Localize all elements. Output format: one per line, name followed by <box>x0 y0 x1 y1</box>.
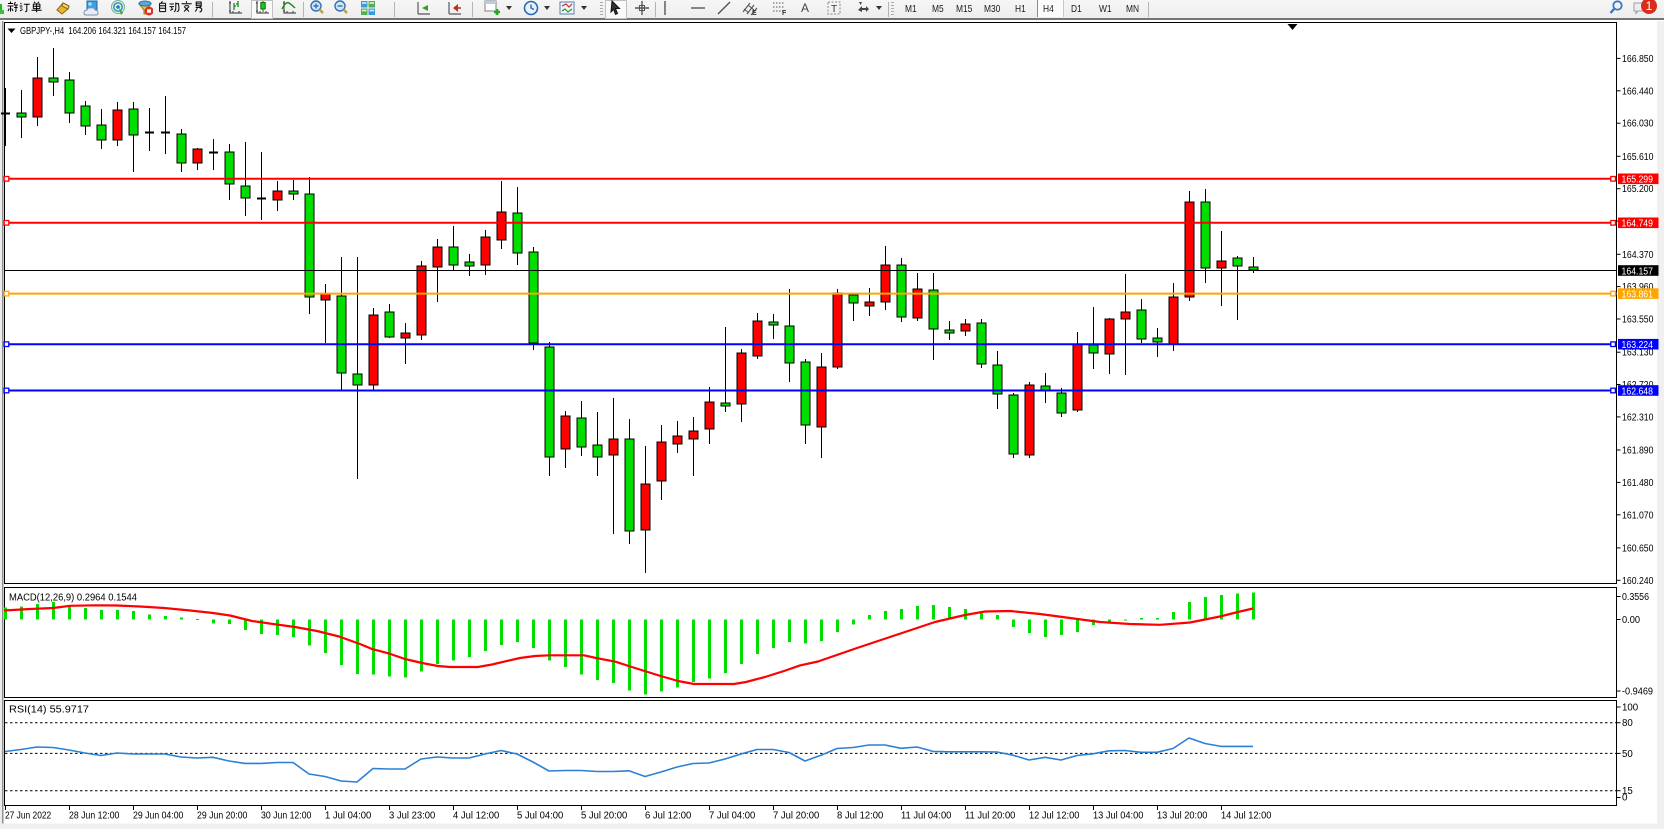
svg-text:11 Jul 20:00: 11 Jul 20:00 <box>965 811 1016 822</box>
svg-text:28 Jun 12:00: 28 Jun 12:00 <box>69 811 120 822</box>
svg-text:5 Jul 04:00: 5 Jul 04:00 <box>517 811 564 822</box>
svg-text:13 Jul 20:00: 13 Jul 20:00 <box>1157 811 1208 822</box>
svg-text:29 Jun 20:00: 29 Jun 20:00 <box>197 811 248 822</box>
svg-text:166.850: 166.850 <box>1622 54 1654 65</box>
svg-text:165.200: 165.200 <box>1622 184 1654 195</box>
svg-text:14 Jul 12:00: 14 Jul 12:00 <box>1221 811 1272 822</box>
svg-text:164.749: 164.749 <box>1622 219 1654 230</box>
svg-text:12 Jul 12:00: 12 Jul 12:00 <box>1029 811 1080 822</box>
svg-text:GBPJPY-,H4 164.206 164.321 16: GBPJPY-,H4 164.206 164.321 164.157 164.1… <box>20 26 186 37</box>
svg-text:15: 15 <box>1622 786 1633 797</box>
svg-text:0.3556: 0.3556 <box>1622 592 1649 603</box>
svg-text:161.070: 161.070 <box>1622 510 1654 521</box>
svg-text:6 Jul 12:00: 6 Jul 12:00 <box>645 811 692 822</box>
svg-text:163.550: 163.550 <box>1622 315 1654 326</box>
svg-text:30 Jun 12:00: 30 Jun 12:00 <box>261 811 312 822</box>
svg-text:100: 100 <box>1622 703 1639 714</box>
svg-text:164.370: 164.370 <box>1622 250 1654 261</box>
svg-text:7 Jul 04:00: 7 Jul 04:00 <box>709 811 756 822</box>
svg-text:163.130: 163.130 <box>1622 348 1654 359</box>
svg-text:-0.9469: -0.9469 <box>1622 687 1653 698</box>
svg-text:50: 50 <box>1622 749 1633 760</box>
svg-text:160.240: 160.240 <box>1622 576 1654 587</box>
svg-text:162.648: 162.648 <box>1622 386 1654 397</box>
svg-text:8 Jul 12:00: 8 Jul 12:00 <box>837 811 884 822</box>
svg-text:80: 80 <box>1622 718 1633 729</box>
svg-text:29 Jun 04:00: 29 Jun 04:00 <box>133 811 184 822</box>
svg-text:162.310: 162.310 <box>1622 412 1654 423</box>
svg-text:161.480: 161.480 <box>1622 478 1654 489</box>
svg-text:11 Jul 04:00: 11 Jul 04:00 <box>901 811 952 822</box>
svg-text:F: F <box>782 10 787 16</box>
svg-text:27 Jun 2022: 27 Jun 2022 <box>5 811 51 822</box>
svg-text:7 Jul 20:00: 7 Jul 20:00 <box>773 811 820 822</box>
svg-text:13 Jul 04:00: 13 Jul 04:00 <box>1093 811 1144 822</box>
svg-text:3 Jul 23:00: 3 Jul 23:00 <box>389 811 436 822</box>
svg-text:163.861: 163.861 <box>1622 289 1654 300</box>
svg-text:164.157: 164.157 <box>1622 266 1654 277</box>
svg-text:163.960: 163.960 <box>1622 282 1654 293</box>
svg-text:RSI(14) 55.9717: RSI(14) 55.9717 <box>9 704 89 715</box>
svg-text:4 Jul 12:00: 4 Jul 12:00 <box>453 811 500 822</box>
svg-text:1 Jul 04:00: 1 Jul 04:00 <box>325 811 372 822</box>
svg-text:166.030: 166.030 <box>1622 119 1654 130</box>
svg-text:160.650: 160.650 <box>1622 543 1654 554</box>
svg-text:5 Jul 20:00: 5 Jul 20:00 <box>581 811 628 822</box>
svg-text:163.224: 163.224 <box>1622 340 1654 351</box>
svg-text:165.610: 165.610 <box>1622 152 1654 163</box>
svg-text:MACD(12,26,9) 0.2964 0.1544: MACD(12,26,9) 0.2964 0.1544 <box>9 592 138 603</box>
svg-text:166.440: 166.440 <box>1622 86 1654 97</box>
svg-text:0.00: 0.00 <box>1622 615 1641 626</box>
svg-text:E: E <box>752 10 757 16</box>
svg-text:161.890: 161.890 <box>1622 446 1654 457</box>
svg-text:165.299: 165.299 <box>1622 175 1654 186</box>
svg-text:T: T <box>831 4 837 15</box>
svg-text:0: 0 <box>1622 793 1628 804</box>
